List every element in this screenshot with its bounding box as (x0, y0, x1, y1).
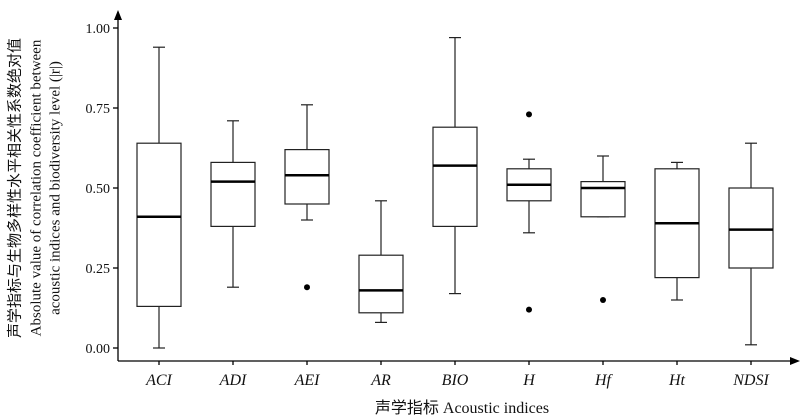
y-axis-title-line: acoustic indices and biodiversity level … (47, 61, 63, 315)
x-tick-label: NDSI (732, 372, 769, 389)
y-tick-label: 0.50 (86, 182, 111, 197)
y-ticks: 0.00 0.25 0.50 0.75 1.00 (86, 22, 118, 357)
x-axis-title: 声学指标 Acoustic indices (375, 399, 549, 417)
iqr-box (358, 254, 404, 314)
y-tick-label: 0.25 (86, 262, 111, 277)
iqr-box (210, 161, 256, 227)
outlier-point (304, 284, 310, 291)
x-axis-arrow (790, 357, 800, 365)
x-tick-label: ACI (145, 372, 172, 389)
y-tick-label: 0.00 (86, 342, 111, 357)
box-ndsi (728, 142, 774, 346)
outlier-point (526, 111, 532, 118)
y-axis-arrow (114, 10, 122, 20)
iqr-box (432, 126, 478, 227)
x-ticks: ACI ADI AEI AR BIO H Hf Ht NDSI (145, 361, 769, 389)
x-tick-label: AR (370, 372, 391, 389)
x-tick-label: AEI (294, 372, 321, 389)
y-axis-title-line: 声学指标与生物多样性水平相关性系数绝对值 (5, 38, 23, 338)
y-axis-title-line: Absolute value of correlation coefficien… (28, 39, 44, 336)
iqr-box (728, 187, 774, 269)
iqr-box (136, 142, 182, 307)
y-tick-label: 1.00 (86, 22, 111, 37)
box-hf (580, 155, 626, 303)
plot-area (136, 36, 774, 349)
x-tick-label: ADI (219, 372, 247, 389)
box-adi (210, 120, 256, 288)
x-tick-label: BIO (442, 372, 469, 389)
box-ar (358, 200, 404, 323)
box-bio (432, 36, 478, 295)
outlier-point (600, 297, 606, 303)
box-ht (654, 161, 700, 301)
box-aci (136, 46, 182, 349)
x-tick-label: Hf (594, 372, 614, 389)
iqr-box (284, 149, 330, 205)
x-tick-label: Ht (668, 372, 686, 389)
x-tick-label: H (522, 372, 536, 389)
y-tick-label: 0.75 (86, 102, 111, 117)
y-axis-title: 声学指标与生物多样性水平相关性系数绝对值 Absolute value of co… (5, 38, 63, 338)
box-h (506, 111, 552, 313)
box-aei (284, 104, 330, 291)
outlier-point (526, 306, 532, 313)
